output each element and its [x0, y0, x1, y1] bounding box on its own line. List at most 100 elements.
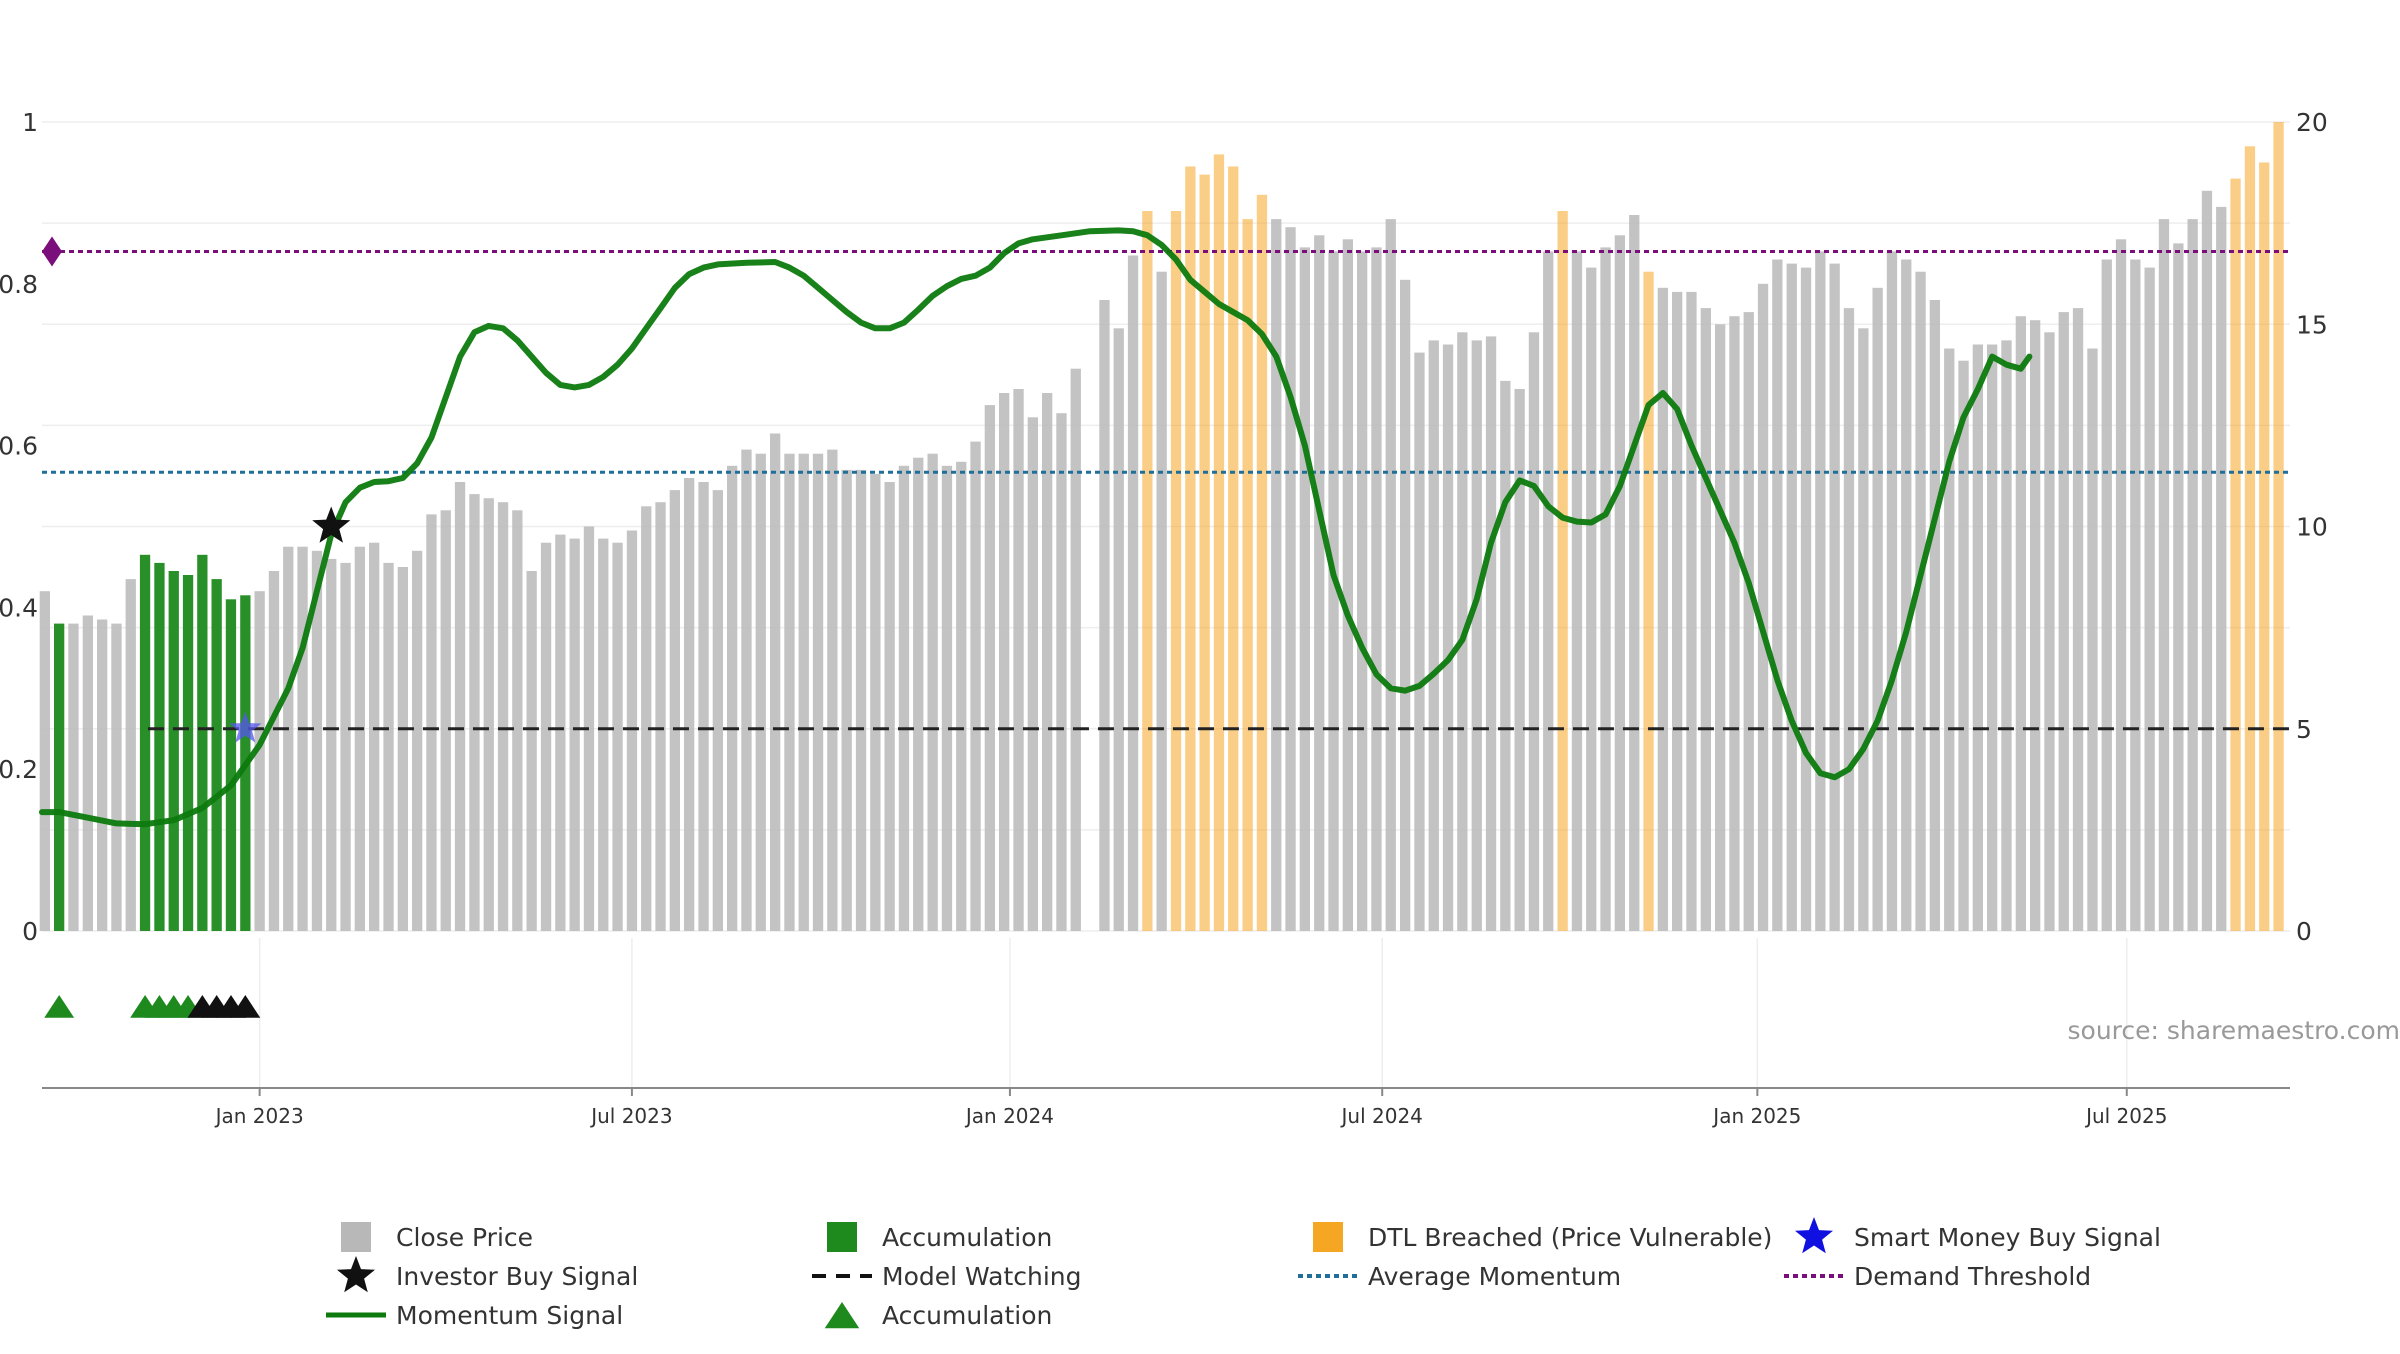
price-bar — [985, 405, 995, 931]
y-left-tick-label: 0.8 — [0, 270, 38, 299]
x-tick-label: Jul 2023 — [589, 1104, 672, 1128]
price-bar — [226, 599, 236, 931]
price-bar — [1414, 353, 1424, 931]
price-bar — [1729, 316, 1739, 931]
price-bar — [340, 563, 350, 931]
price-bar — [655, 502, 665, 931]
price-bar — [183, 575, 193, 931]
price-bar — [2159, 219, 2169, 931]
price-bar — [827, 450, 837, 931]
price-bar — [1744, 312, 1754, 931]
price-bar — [1558, 211, 1568, 931]
price-bar — [383, 563, 393, 931]
y-left-tick-label: 0.6 — [0, 432, 38, 461]
price-bar — [1357, 251, 1367, 931]
price-bar — [1572, 251, 1582, 931]
price-bar — [1600, 247, 1610, 931]
price-bar — [2001, 340, 2011, 931]
price-bar — [1715, 324, 1725, 931]
price-bar — [2245, 146, 2255, 931]
legend-swatch-square — [827, 1222, 857, 1252]
price-bar — [2116, 239, 2126, 931]
legend-item: Accumulation — [825, 1301, 1053, 1330]
price-bar — [1271, 219, 1281, 931]
price-bar — [1615, 235, 1625, 931]
price-bar — [1314, 235, 1324, 931]
legend-item: Momentum Signal — [326, 1301, 623, 1330]
price-bar — [455, 482, 465, 931]
price-bar — [2259, 163, 2269, 932]
price-bar — [426, 514, 436, 931]
price-bar — [2173, 243, 2183, 931]
price-bar — [269, 571, 279, 931]
price-bar — [842, 470, 852, 931]
price-bar — [169, 571, 179, 931]
y-right-tick-label: 20 — [2296, 108, 2328, 137]
legend-swatch-star — [1795, 1217, 1833, 1253]
price-bar — [2216, 207, 2226, 931]
price-bar — [1787, 264, 1797, 931]
legend-item: Demand Threshold — [1784, 1262, 2091, 1291]
price-bar — [283, 547, 293, 931]
legend-item: DTL Breached (Price Vulnerable) — [1313, 1222, 1772, 1252]
price-bar — [1171, 211, 1181, 931]
price-bar — [1701, 308, 1711, 931]
price-bar — [1013, 389, 1023, 931]
price-bar — [1300, 247, 1310, 931]
price-bar — [856, 470, 866, 931]
price-bar — [40, 591, 50, 931]
legend-item: Average Momentum — [1298, 1262, 1621, 1291]
legend-item: Investor Buy Signal — [337, 1256, 638, 1292]
legend-label: Demand Threshold — [1854, 1262, 2091, 1291]
price-bar — [1114, 328, 1124, 931]
legend-label: Investor Buy Signal — [396, 1262, 638, 1291]
accumulation-triangle — [44, 995, 74, 1018]
price-bar — [2016, 316, 2026, 931]
legend-item: Accumulation — [827, 1222, 1052, 1252]
price-bar — [1529, 332, 1539, 931]
y-right-tick-label: 5 — [2296, 715, 2312, 744]
price-bar — [1056, 413, 1066, 931]
price-bar — [355, 547, 365, 931]
price-bar — [1844, 308, 1854, 931]
price-bar — [1472, 340, 1482, 931]
legend-swatch-square — [341, 1222, 371, 1252]
y-left-tick-label: 0.4 — [0, 593, 38, 622]
price-bar — [770, 434, 780, 932]
price-bar — [97, 620, 107, 932]
x-tick-label: Jul 2025 — [2084, 1104, 2167, 1128]
price-bar — [598, 539, 608, 931]
price-bar — [970, 442, 980, 931]
price-bar — [1830, 264, 1840, 931]
legend-item: Model Watching — [812, 1262, 1082, 1291]
price-bar — [555, 535, 565, 931]
price-bar — [813, 454, 823, 931]
legend-label: Model Watching — [882, 1262, 1082, 1291]
legend-swatch-square — [1313, 1222, 1343, 1252]
price-bar — [1973, 345, 1983, 932]
price-bar — [197, 555, 207, 931]
price-bar — [1257, 195, 1267, 931]
legend-swatch-star — [337, 1256, 375, 1292]
price-bar — [2145, 268, 2155, 931]
price-bar — [627, 531, 637, 932]
price-bar — [1772, 260, 1782, 932]
price-bar — [956, 462, 966, 931]
price-bar — [1758, 284, 1768, 931]
price-bar — [756, 454, 766, 931]
price-bar — [441, 510, 451, 931]
legend-item: Smart Money Buy Signal — [1795, 1217, 2161, 1253]
price-bar — [799, 454, 809, 931]
y-right-tick-label: 0 — [2296, 917, 2312, 946]
price-bar — [1071, 369, 1081, 931]
price-bar — [2188, 219, 2198, 931]
price-bar — [111, 624, 121, 931]
price-bar — [154, 563, 164, 931]
price-bar — [913, 458, 923, 931]
y-right-tick-label: 15 — [2296, 310, 2328, 339]
price-bar — [68, 624, 78, 931]
price-bar — [741, 450, 751, 931]
price-bar — [1214, 154, 1224, 931]
price-bar — [212, 579, 222, 931]
